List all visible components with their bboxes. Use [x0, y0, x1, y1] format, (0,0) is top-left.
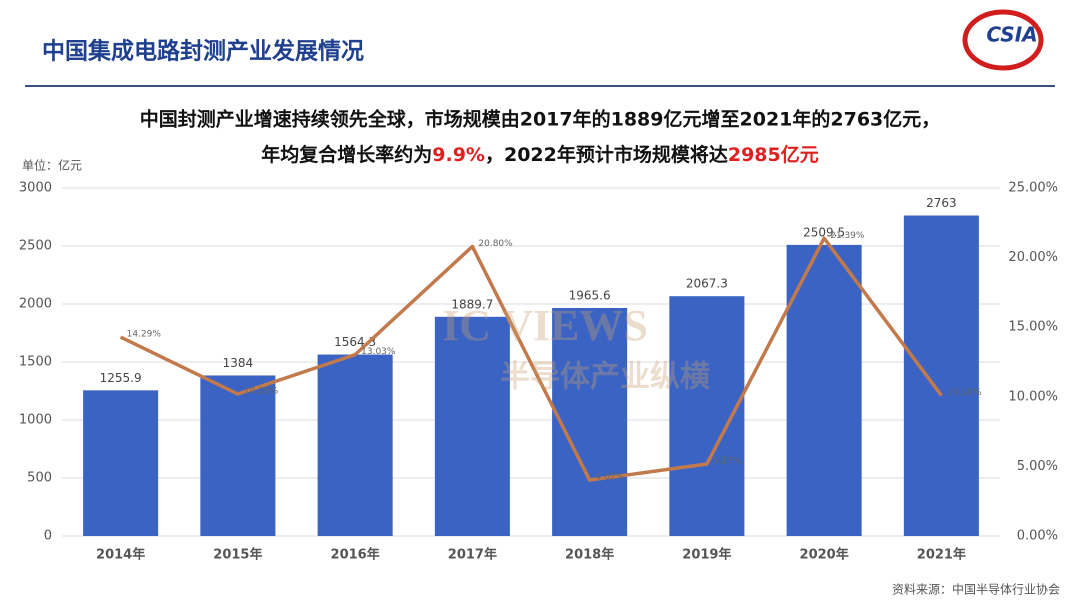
bar: [317, 354, 393, 536]
subtitle-line2: 年均复合增长率约为9.9%，2022年预计市场规模将达2985亿元: [261, 143, 819, 166]
bar: [434, 316, 510, 536]
x-tick-label: 2015年: [213, 547, 262, 563]
bar: [903, 215, 979, 536]
y2-tick-label: 25.00%: [1008, 181, 1058, 196]
plot: 0 500 1000 1500 2000 2500 3000 0.00% 5.00% 10.00%…: [19, 181, 1058, 563]
y-tick-label: 2500: [19, 239, 52, 254]
y-tick-label: 1500: [19, 355, 52, 370]
value-label: 10.10%: [947, 388, 982, 398]
value-label: 2067.3: [686, 277, 728, 291]
value-label: 2509.5: [803, 225, 845, 239]
x-tick-label: 2018年: [565, 547, 614, 563]
source: 资料来源：中国半导体行业协会: [892, 582, 1060, 597]
bar: [83, 390, 159, 536]
logo-ring: [962, 9, 1044, 71]
y2-tick-label: 0.00%: [1017, 529, 1058, 544]
subtitle-highlight: 9.9%: [432, 144, 485, 166]
x-tick-label: 2017年: [448, 547, 497, 563]
subtitle-highlight: 2985亿元: [728, 143, 819, 166]
y-tick-label: 0: [44, 529, 52, 544]
x-tick-label: 2021年: [917, 547, 966, 563]
value-label: 1384: [223, 356, 254, 370]
value-label: 10.20%: [244, 387, 279, 397]
watermark: IC VIEWS: [442, 301, 648, 350]
y2-tick-label: 20.00%: [1008, 250, 1058, 265]
unit-label: 单位：亿元: [22, 158, 82, 173]
value-label: 13.03%: [361, 347, 396, 357]
value-label: 1889.7: [451, 297, 493, 311]
watermark: 半导体产业纵横: [500, 360, 710, 395]
bar: [786, 244, 862, 536]
value-label: 2763: [926, 196, 957, 210]
x-tick-label: 2016年: [331, 547, 380, 563]
x-tick-label: 2019年: [682, 547, 731, 563]
logo: CSIA: [986, 23, 1037, 47]
x-tick-label: 2020年: [800, 547, 849, 563]
y-tick-label: 1000: [19, 413, 52, 428]
y-tick-label: 2000: [19, 297, 52, 312]
value-label: 5.17%: [713, 457, 742, 467]
x-tick-label: 2014年: [96, 547, 145, 563]
value-label: 20.80%: [478, 239, 513, 249]
value-label: 14.29%: [127, 330, 162, 340]
subtitle-part: 年均复合增长率约为: [261, 143, 432, 166]
y2-tick-label: 15.00%: [1008, 320, 1058, 335]
bar: [200, 375, 276, 536]
line: [119, 236, 943, 482]
subtitle-part: ，2022年预计市场规模将达: [485, 143, 728, 166]
bar: [552, 307, 628, 536]
y-tick-label: 500: [27, 471, 52, 486]
value-label: 21.39%: [830, 231, 865, 241]
slide-title: 中国集成电路封测产业发展情况: [42, 38, 364, 65]
value-label: 1255.9: [100, 371, 142, 385]
value-label: 4.02%: [596, 473, 625, 483]
y2-tick-label: 10.00%: [1008, 389, 1058, 404]
y-tick-label: 3000: [19, 181, 52, 196]
subtitle: 中国封测产业增速持续领先全球，市场规模由2017年的1889亿元增至2021年的…: [140, 108, 941, 131]
y2-tick-label: 5.00%: [1017, 459, 1058, 474]
value-label: 1965.6: [569, 288, 611, 302]
